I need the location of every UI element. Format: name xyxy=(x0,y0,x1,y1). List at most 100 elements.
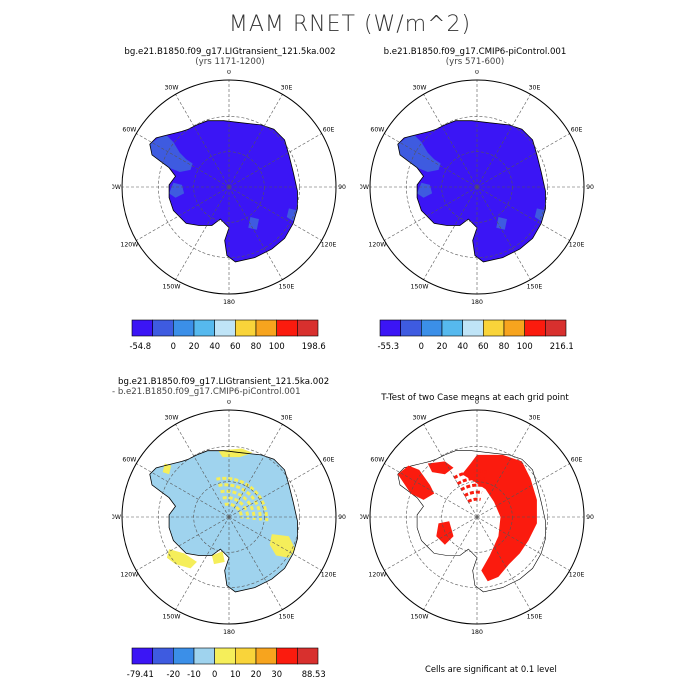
meridian-line xyxy=(175,186,230,280)
colorbar-box xyxy=(276,647,298,665)
longitude-label: 90W xyxy=(112,514,121,521)
meridian-line xyxy=(423,186,478,280)
coastal-cells xyxy=(286,208,298,222)
meridian-line xyxy=(384,463,478,518)
longitude-label: 180 xyxy=(223,629,235,634)
colorbar-box xyxy=(545,319,567,337)
meridian-line xyxy=(175,424,230,518)
longitude-label: 90E xyxy=(338,184,346,191)
meridian-line xyxy=(228,424,283,518)
map-panel-1: 0 30E 60E 90E 120E 150E 180 150W 120W 90W 60W 30W xyxy=(112,70,346,304)
longitude-label: 30E xyxy=(281,84,293,91)
meridian-line xyxy=(228,463,322,518)
colorbar-label: 198.6 xyxy=(302,341,326,351)
longitude-label: 120W xyxy=(120,572,138,579)
positive-anomaly-ring xyxy=(222,496,250,520)
longitude-label: 0 xyxy=(227,400,231,406)
coastal-cells xyxy=(534,208,546,222)
main-title: MAM RNET (W/m^2) xyxy=(228,12,472,37)
colorbar-box xyxy=(379,319,402,337)
longitude-label: 150E xyxy=(279,614,295,621)
colorbar-box xyxy=(214,319,236,337)
colorbar-label: 0 xyxy=(419,341,424,351)
coastline xyxy=(397,450,546,593)
colorbar-box xyxy=(193,647,216,665)
longitude-label: 150E xyxy=(527,284,543,291)
colorbar-panel-3: -79.41 -20 -10 0 10 20 30 88.53 xyxy=(127,647,326,679)
longitude-label: 180 xyxy=(223,299,235,304)
longitude-label: 30E xyxy=(281,414,293,421)
colorbar-label: 10 xyxy=(230,669,241,679)
colorbar-label: 40 xyxy=(209,341,220,351)
panel1-title: bg.e21.B1850.f09_g17.LIGtransient_121.5k… xyxy=(124,47,336,57)
meridian-line xyxy=(228,186,322,241)
longitude-label: 30W xyxy=(413,414,427,421)
longitude-label: 180 xyxy=(471,629,483,634)
meridian-line xyxy=(175,94,230,188)
map-panel-4: 0 30E 60E 90E 120E 150E 180 150W 120W 90W 60W 30W xyxy=(360,400,594,634)
panel2-subtitle: (yrs 571-600) xyxy=(445,57,505,67)
positive-anomaly-ring xyxy=(224,502,244,519)
longitude-label: 90E xyxy=(586,514,594,521)
coastal-cells xyxy=(169,182,185,198)
map-boundary xyxy=(121,79,337,295)
colorbar-label: 60 xyxy=(230,341,241,351)
colorbar-box xyxy=(235,647,257,665)
panel2-title: b.e21.B1850.f09_g17.CMIP6-piControl.001 xyxy=(383,47,567,57)
coastal-cells xyxy=(248,217,259,230)
significant-ring xyxy=(463,490,483,498)
longitude-label: 0 xyxy=(475,70,479,76)
meridian-line xyxy=(175,516,230,610)
colorbar-label: 20 xyxy=(251,669,262,679)
longitude-label: 120W xyxy=(368,242,386,249)
meridian-line xyxy=(423,94,478,188)
colorbar-box xyxy=(172,647,195,665)
longitude-label: 150W xyxy=(163,614,181,621)
longitude-label: 90E xyxy=(338,514,346,521)
longitude-label: 150E xyxy=(527,614,543,621)
significance-note: Cells are significant at 0.1 level xyxy=(425,664,557,674)
meridian-line xyxy=(136,463,230,518)
colorbar-box xyxy=(276,319,298,337)
meridian-line xyxy=(228,516,283,610)
colorbar-label: 100 xyxy=(269,341,285,351)
map-panel-3: 0 30E 60E 90E 120E 150E 180 150W 120W 90W 60W 30W xyxy=(112,400,346,634)
meridian-line xyxy=(476,424,531,518)
colorbar-panel-2: -55.3 0 20 40 60 80 100 216.1 xyxy=(377,319,574,351)
positive-anomaly-ring xyxy=(218,483,263,521)
coastal-cells xyxy=(417,182,433,198)
significant-cells xyxy=(436,521,454,545)
colorbar-box xyxy=(131,319,154,337)
colorbar-label: 216.1 xyxy=(550,341,574,351)
positive-anomaly-cells xyxy=(269,534,296,558)
longitude-label: 120E xyxy=(569,572,585,579)
colorbar-label: 20 xyxy=(437,341,448,351)
longitude-label: 30W xyxy=(165,414,179,421)
longitude-label: 30W xyxy=(165,84,179,91)
colorbar-label: 60 xyxy=(478,341,489,351)
colorbar-box xyxy=(297,319,319,337)
longitude-label: 150E xyxy=(279,284,295,291)
longitude-label: 60E xyxy=(571,457,583,464)
positive-anomaly-ring xyxy=(220,489,256,520)
panel3-title-line1: bg.e21.B1850.f09_g17.LIGtransient_121.5k… xyxy=(118,377,330,387)
meridian-line xyxy=(423,424,478,518)
significant-ring xyxy=(467,497,481,504)
significant-ring xyxy=(460,483,484,492)
coastline xyxy=(149,120,298,263)
longitude-label: 30E xyxy=(529,84,541,91)
colorbar-label: -20 xyxy=(166,669,180,679)
meridian-line xyxy=(136,133,230,188)
positive-anomaly-cells xyxy=(166,549,197,569)
colorbar-box xyxy=(462,319,484,337)
colorbar-box xyxy=(214,647,236,665)
colorbar-label: 40 xyxy=(457,341,468,351)
colorbar-label: 0 xyxy=(171,341,176,351)
colorbar-box xyxy=(193,319,216,337)
longitude-label: 120E xyxy=(321,242,337,249)
colorbar-label: -79.41 xyxy=(127,669,154,679)
colorbar-label: 0 xyxy=(212,669,217,679)
colorbar-box xyxy=(503,319,526,337)
colorbar-label: 80 xyxy=(251,341,262,351)
colorbar-label: 20 xyxy=(189,341,200,351)
